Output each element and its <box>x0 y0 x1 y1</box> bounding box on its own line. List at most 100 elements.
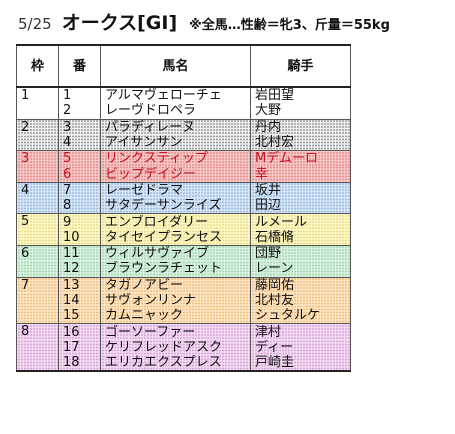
horse-name-cell: パラディレーヌ <box>100 118 251 135</box>
jockey-cell: 石橋脩 <box>250 229 351 246</box>
table-row: 17 ケリフレッドアスク ディー <box>16 339 351 356</box>
jockey-cell: ディー <box>250 339 351 356</box>
waku-cell <box>16 355 59 373</box>
waku-cell <box>16 198 59 214</box>
jockey-cell: 団野 <box>250 244 351 262</box>
umaban-cell: 13 <box>58 276 101 293</box>
waku-cell <box>16 103 59 120</box>
table-row: 3 5 リンクスティップ Mデムーロ <box>16 150 351 167</box>
race-conditions: ※全馬…性齢＝牝3、斤量＝55kg <box>189 18 390 33</box>
table-row: 4 7 レーゼドラマ 坂井 <box>16 181 351 199</box>
jockey-cell: 藤岡佑 <box>250 276 351 293</box>
jockey-cell: レーン <box>250 261 351 278</box>
jockey-cell: 田辺 <box>250 198 351 214</box>
waku-cell: 3 <box>16 150 59 167</box>
waku-cell <box>16 308 59 324</box>
table-row: 2 3 パラディレーヌ 丹内 <box>16 118 351 135</box>
waku-cell: 8 <box>16 323 59 340</box>
horse-name-cell: タイセイプランセス <box>100 229 251 246</box>
table-row: 18 エリカエクスプレス 戸崎圭 <box>16 355 351 373</box>
umaban-cell: 11 <box>58 244 101 262</box>
umaban-cell: 3 <box>58 118 101 135</box>
horse-name-cell: リンクスティップ <box>100 150 251 167</box>
umaban-cell: 16 <box>58 323 101 340</box>
waku-cell: 7 <box>16 276 59 293</box>
jockey-cell: ルメール <box>250 213 351 230</box>
umaban-cell: 8 <box>58 198 101 214</box>
table-row: 14 サヴォンリンナ 北村友 <box>16 292 351 309</box>
waku-cell: 4 <box>16 181 59 199</box>
table-row: 4 アイサンサン 北村宏 <box>16 134 351 151</box>
umaban-cell: 6 <box>58 166 101 183</box>
page-header: 5/25 オークス[GI] ※全馬…性齢＝牝3、斤量＝55kg <box>18 8 390 34</box>
jockey-cell: 坂井 <box>250 181 351 199</box>
umaban-cell: 4 <box>58 134 101 151</box>
table-row: 6 11 ウィルサヴァイブ 団野 <box>16 244 351 262</box>
table-row: 2 レーヴドロペラ 大野 <box>16 103 351 120</box>
waku-cell <box>16 229 59 246</box>
waku-cell <box>16 134 59 151</box>
horse-name-cell: ビップデイジー <box>100 166 251 183</box>
race-title: オークス[GI] <box>61 12 178 34</box>
umaban-cell: 17 <box>58 339 101 356</box>
horse-name-cell: アルマヴェローチェ <box>100 86 251 104</box>
jockey-cell: 岩田望 <box>250 86 351 104</box>
col-header-waku: 枠 <box>16 44 59 88</box>
jockey-cell: 戸崎圭 <box>250 355 351 373</box>
jockey-cell: 津村 <box>250 323 351 340</box>
table-row: 12 ブラウンラチェット レーン <box>16 261 351 278</box>
race-date: 5/25 <box>18 15 52 33</box>
umaban-cell: 14 <box>58 292 101 309</box>
horse-name-cell: レーヴドロペラ <box>100 103 251 120</box>
umaban-cell: 18 <box>58 355 101 373</box>
table-row: 8 サタデーサンライズ 田辺 <box>16 198 351 214</box>
jockey-cell: 幸 <box>250 166 351 183</box>
jockey-cell: Mデムーロ <box>250 150 351 167</box>
horse-name-cell: ウィルサヴァイブ <box>100 244 251 262</box>
umaban-cell: 15 <box>58 308 101 324</box>
horse-name-cell: サタデーサンライズ <box>100 198 251 214</box>
horse-name-cell: レーゼドラマ <box>100 181 251 199</box>
waku-cell <box>16 261 59 278</box>
horse-name-cell: エリカエクスプレス <box>100 355 251 373</box>
table-row: 10 タイセイプランセス 石橋脩 <box>16 229 351 246</box>
jockey-cell: 大野 <box>250 103 351 120</box>
jockey-cell: 北村友 <box>250 292 351 309</box>
entries-table: 枠 番 馬名 騎手 1 1 アルマヴェローチェ 岩田望 2 レーヴドロペラ 大野 2 3 パラ… <box>16 44 351 373</box>
table-row: 5 9 エンブロイダリー ルメール <box>16 213 351 230</box>
table-row: 15 カムニャック シュタルケ <box>16 308 351 324</box>
horse-name-cell: ゴーソーファー <box>100 323 251 340</box>
horse-name-cell: カムニャック <box>100 308 251 324</box>
umaban-cell: 2 <box>58 103 101 120</box>
waku-cell <box>16 166 59 183</box>
umaban-cell: 1 <box>58 86 101 104</box>
jockey-cell: 丹内 <box>250 118 351 135</box>
jockey-cell: 北村宏 <box>250 134 351 151</box>
waku-cell <box>16 339 59 356</box>
horse-name-cell: アイサンサン <box>100 134 251 151</box>
jockey-cell: シュタルケ <box>250 308 351 324</box>
col-header-horse: 馬名 <box>100 44 251 88</box>
table-header-row: 枠 番 馬名 騎手 <box>16 44 351 88</box>
waku-cell: 6 <box>16 244 59 262</box>
horse-name-cell: ケリフレッドアスク <box>100 339 251 356</box>
waku-cell: 2 <box>16 118 59 135</box>
waku-cell: 1 <box>16 86 59 104</box>
umaban-cell: 12 <box>58 261 101 278</box>
table-row: 7 13 タガノアビー 藤岡佑 <box>16 276 351 293</box>
table-row: 6 ビップデイジー幸 <box>16 166 351 183</box>
horse-name-cell: サヴォンリンナ <box>100 292 251 309</box>
waku-cell <box>16 292 59 309</box>
col-header-jockey: 騎手 <box>250 44 351 88</box>
umaban-cell: 7 <box>58 181 101 199</box>
umaban-cell: 5 <box>58 150 101 167</box>
umaban-cell: 10 <box>58 229 101 246</box>
horse-name-cell: ブラウンラチェット <box>100 261 251 278</box>
waku-cell: 5 <box>16 213 59 230</box>
umaban-cell: 9 <box>58 213 101 230</box>
table-row: 1 1 アルマヴェローチェ 岩田望 <box>16 86 351 104</box>
col-header-umaban: 番 <box>58 44 101 88</box>
horse-name-cell: エンブロイダリー <box>100 213 251 230</box>
horse-name-cell: タガノアビー <box>100 276 251 293</box>
